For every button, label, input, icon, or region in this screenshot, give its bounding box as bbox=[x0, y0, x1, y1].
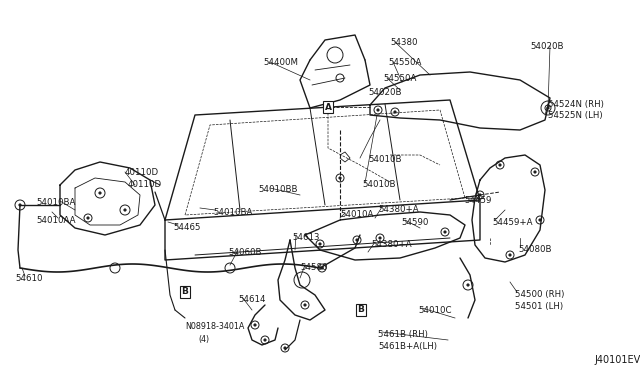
Text: 54550A: 54550A bbox=[383, 74, 417, 83]
Text: 54610: 54610 bbox=[15, 274, 42, 283]
Circle shape bbox=[184, 291, 186, 293]
Text: 54614: 54614 bbox=[238, 295, 266, 304]
Text: 54459: 54459 bbox=[464, 196, 492, 205]
Circle shape bbox=[356, 239, 358, 241]
Circle shape bbox=[394, 111, 396, 113]
Text: 54400M: 54400M bbox=[263, 58, 298, 67]
Circle shape bbox=[264, 339, 266, 341]
Circle shape bbox=[509, 254, 511, 256]
Text: 40110D: 40110D bbox=[128, 180, 162, 189]
Circle shape bbox=[499, 164, 501, 166]
Text: 5461B+A(LH): 5461B+A(LH) bbox=[378, 342, 437, 351]
Text: (4): (4) bbox=[198, 335, 209, 344]
Circle shape bbox=[547, 107, 549, 109]
Circle shape bbox=[377, 109, 379, 111]
Circle shape bbox=[467, 284, 469, 286]
Text: J40101EV: J40101EV bbox=[594, 355, 640, 365]
Circle shape bbox=[99, 192, 101, 194]
Text: 54500 (RH): 54500 (RH) bbox=[515, 290, 564, 299]
Text: 54010BA: 54010BA bbox=[36, 198, 76, 207]
Text: 54010B: 54010B bbox=[362, 180, 396, 189]
Text: 40110D: 40110D bbox=[125, 168, 159, 177]
Text: 54380+A: 54380+A bbox=[371, 240, 412, 249]
Text: N08918-3401A: N08918-3401A bbox=[185, 322, 244, 331]
Text: 54010B: 54010B bbox=[368, 155, 401, 164]
Circle shape bbox=[124, 209, 126, 211]
Circle shape bbox=[19, 204, 21, 206]
Text: 54060B: 54060B bbox=[228, 248, 262, 257]
Circle shape bbox=[379, 237, 381, 239]
Text: B: B bbox=[182, 288, 188, 296]
Circle shape bbox=[444, 231, 446, 233]
Text: 54020B: 54020B bbox=[530, 42, 563, 51]
Text: A: A bbox=[324, 103, 332, 112]
Text: 54010BA: 54010BA bbox=[213, 208, 252, 217]
Circle shape bbox=[339, 177, 341, 179]
Text: 54501 (LH): 54501 (LH) bbox=[515, 302, 563, 311]
Text: 54020B: 54020B bbox=[368, 88, 401, 97]
Text: 54010AA: 54010AA bbox=[36, 216, 76, 225]
Text: 54080B: 54080B bbox=[518, 245, 552, 254]
Text: 54010BB: 54010BB bbox=[258, 185, 298, 194]
Circle shape bbox=[321, 267, 323, 269]
Text: 54010A: 54010A bbox=[340, 210, 373, 219]
Circle shape bbox=[87, 217, 89, 219]
Text: 54590: 54590 bbox=[401, 218, 428, 227]
Text: 54613: 54613 bbox=[292, 233, 319, 242]
Circle shape bbox=[479, 194, 481, 196]
Circle shape bbox=[284, 347, 286, 349]
Text: 54525N (LH): 54525N (LH) bbox=[548, 111, 603, 120]
Text: 54524N (RH): 54524N (RH) bbox=[548, 100, 604, 109]
Text: 54380+A: 54380+A bbox=[378, 205, 419, 214]
Text: 54465: 54465 bbox=[173, 223, 200, 232]
Text: 54010C: 54010C bbox=[418, 306, 451, 315]
Text: 54580: 54580 bbox=[300, 263, 328, 272]
Text: B: B bbox=[358, 305, 364, 314]
Circle shape bbox=[254, 324, 256, 326]
Circle shape bbox=[319, 243, 321, 245]
Circle shape bbox=[539, 219, 541, 221]
Circle shape bbox=[534, 171, 536, 173]
Text: 54550A: 54550A bbox=[388, 58, 421, 67]
Text: 54459+A: 54459+A bbox=[492, 218, 532, 227]
Text: 54380: 54380 bbox=[390, 38, 417, 47]
Text: 5461B (RH): 5461B (RH) bbox=[378, 330, 428, 339]
Circle shape bbox=[304, 304, 306, 306]
